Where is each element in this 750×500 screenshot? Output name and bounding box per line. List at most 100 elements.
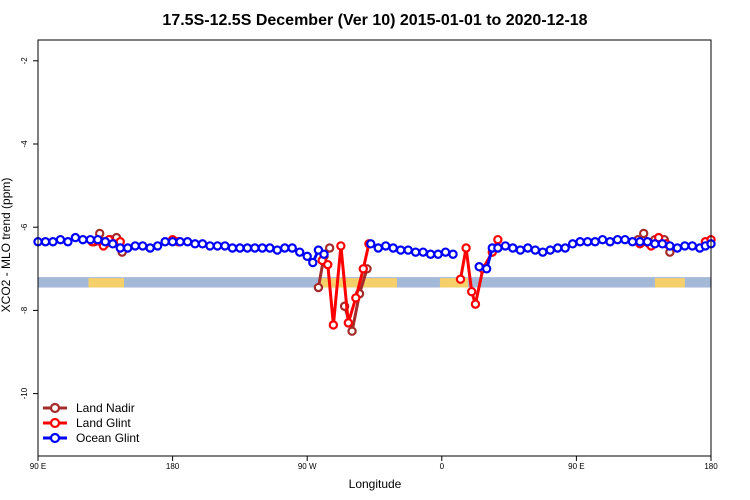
data-point — [308, 257, 318, 268]
data-point — [410, 247, 421, 257]
data-point — [567, 239, 578, 249]
data-point — [220, 241, 230, 251]
data-point — [115, 243, 125, 253]
data-point — [455, 274, 466, 284]
plot-frame — [37, 39, 712, 457]
data-point — [403, 245, 413, 255]
data-point — [493, 243, 503, 253]
series-ocean_glint — [33, 232, 716, 274]
data-point — [280, 243, 290, 253]
data-point — [440, 247, 451, 257]
data-point — [582, 237, 593, 247]
data-point — [40, 237, 51, 247]
data-point — [665, 241, 675, 251]
data-point — [328, 320, 339, 330]
data-point — [302, 251, 312, 262]
data-point — [553, 243, 563, 253]
data-point — [55, 234, 66, 245]
data-point — [545, 245, 555, 255]
data-point — [627, 237, 638, 247]
data-point — [481, 264, 492, 274]
data-point — [433, 249, 443, 259]
land-band-segment — [654, 278, 685, 288]
data-point — [538, 247, 548, 257]
data-point — [508, 243, 518, 253]
y-tick-label: -4 — [20, 140, 29, 148]
y-tick-label: -6 — [20, 223, 29, 231]
data-point — [48, 237, 58, 247]
plot-area: 90 E 180 90 W 0 90 E 180 -2 -4 -6 -8 -10 — [20, 39, 718, 471]
data-point — [418, 247, 428, 257]
data-point — [175, 237, 185, 247]
x-tick-label: 0 — [440, 462, 445, 471]
data-point — [323, 259, 333, 270]
data-point — [650, 239, 660, 249]
data-point — [242, 243, 253, 253]
data-point — [152, 241, 163, 251]
data-point — [672, 243, 683, 253]
data-point — [639, 228, 649, 239]
legend-label-ocean_glint: Ocean Glint — [76, 431, 140, 445]
data-point — [530, 245, 540, 255]
data-point — [70, 232, 81, 243]
data-point — [347, 326, 357, 336]
data-point — [605, 237, 615, 247]
data-point — [657, 239, 668, 249]
data-point — [597, 234, 608, 245]
land-band-segment — [318, 278, 397, 288]
data-point — [167, 237, 178, 247]
data-point — [381, 241, 391, 251]
data-point — [467, 286, 477, 297]
data-point — [461, 243, 471, 253]
data-point — [470, 299, 481, 309]
data-point — [100, 237, 111, 247]
data-point — [523, 243, 533, 253]
land-band-segment — [88, 278, 124, 288]
data-point — [395, 245, 406, 255]
legend-label-land_glint: Land Glint — [76, 416, 131, 430]
data-point — [272, 245, 282, 255]
data-point — [324, 243, 335, 253]
data-point — [197, 239, 208, 249]
legend-marker-ocean_glint — [49, 432, 61, 444]
data-point — [205, 241, 215, 251]
data-point — [358, 264, 368, 274]
data-point — [250, 243, 260, 253]
data-point — [635, 237, 645, 247]
data-point — [145, 243, 155, 253]
data-point — [313, 282, 324, 293]
data-point — [137, 241, 148, 251]
data-point — [85, 234, 96, 245]
land-band-segment — [439, 278, 468, 288]
data-point — [123, 243, 133, 253]
data-point — [425, 249, 436, 259]
data-point — [612, 234, 623, 245]
data-point — [500, 241, 511, 251]
data-point — [295, 247, 305, 257]
data-point — [388, 243, 398, 253]
x-tick-label: 90 W — [298, 462, 317, 471]
data-point — [63, 237, 73, 247]
legend-label-land_nadir: Land Nadir — [76, 401, 135, 415]
data-point — [336, 241, 346, 251]
data-point — [351, 293, 361, 303]
chart-title: 17.5S-12.5S December (Ver 10) 2015-01-01… — [162, 12, 587, 29]
data-point — [93, 234, 103, 245]
data-point — [160, 237, 170, 247]
data-point — [620, 234, 630, 245]
data-point — [265, 243, 275, 253]
data-point — [575, 237, 585, 247]
data-point — [590, 237, 600, 247]
data-point — [515, 245, 526, 255]
data-point — [227, 243, 238, 253]
data-point — [493, 234, 503, 245]
y-tick-label: -10 — [20, 387, 29, 399]
legend-marker-land_glint — [49, 417, 61, 429]
series-line — [321, 243, 371, 326]
data-point — [687, 241, 698, 251]
data-point — [287, 243, 297, 253]
data-point — [108, 239, 118, 249]
data-point — [235, 243, 245, 253]
data-point — [212, 241, 223, 251]
